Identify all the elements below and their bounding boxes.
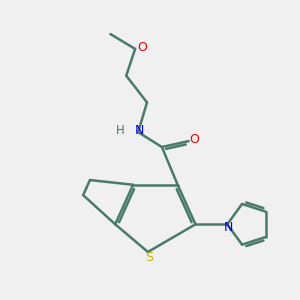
Text: O: O bbox=[190, 133, 200, 146]
Text: S: S bbox=[146, 251, 153, 264]
Text: N: N bbox=[224, 221, 233, 234]
Text: O: O bbox=[138, 41, 148, 54]
Text: H: H bbox=[116, 124, 125, 137]
Text: N: N bbox=[135, 124, 144, 137]
